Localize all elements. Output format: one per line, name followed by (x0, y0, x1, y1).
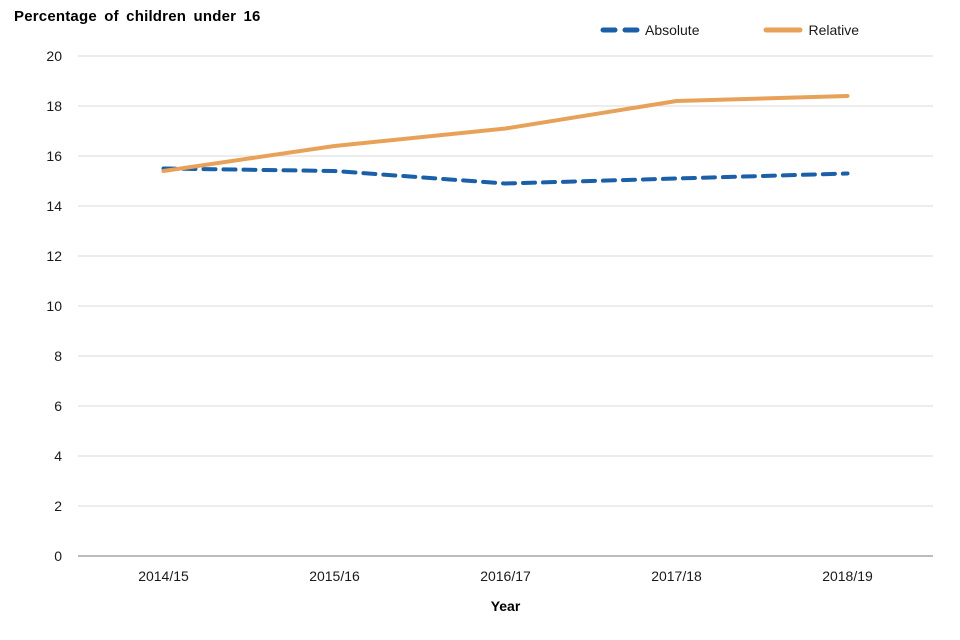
x-tick-label: 2018/19 (822, 568, 873, 584)
x-tick-label: 2014/15 (138, 568, 189, 584)
y-tick-label: 14 (46, 198, 62, 214)
y-tick-label: 12 (46, 248, 62, 264)
legend-item-absolute: Absolute (600, 22, 699, 38)
legend-label-relative: Relative (808, 22, 860, 38)
legend-item-relative: Relative (763, 22, 859, 38)
y-tick-label: 16 (46, 148, 62, 164)
x-tick-label: 2017/18 (651, 568, 702, 584)
absolute-dashed-line-icon (600, 27, 640, 33)
legend-label-absolute: Absolute (645, 22, 700, 38)
y-tick-label: 2 (54, 498, 62, 514)
series-line-relative (161, 94, 850, 173)
x-tick-label: 2015/16 (309, 568, 360, 584)
y-tick-label: 8 (54, 348, 62, 364)
y-tick-label: 4 (54, 448, 62, 464)
y-tick-label: 20 (46, 48, 62, 64)
series-line-absolute (161, 166, 850, 186)
y-tick-label: 0 (54, 548, 62, 564)
chart-title: Percentage of children under 16 (14, 8, 261, 25)
legend: Absolute Relative (600, 22, 859, 38)
y-tick-label: 6 (54, 398, 62, 414)
y-tick-label: 18 (46, 98, 62, 114)
x-axis-title: Year (490, 598, 521, 614)
x-tick-label: 2016/17 (480, 568, 531, 584)
relative-solid-line-icon (763, 27, 803, 33)
y-tick-label: 10 (46, 298, 62, 314)
